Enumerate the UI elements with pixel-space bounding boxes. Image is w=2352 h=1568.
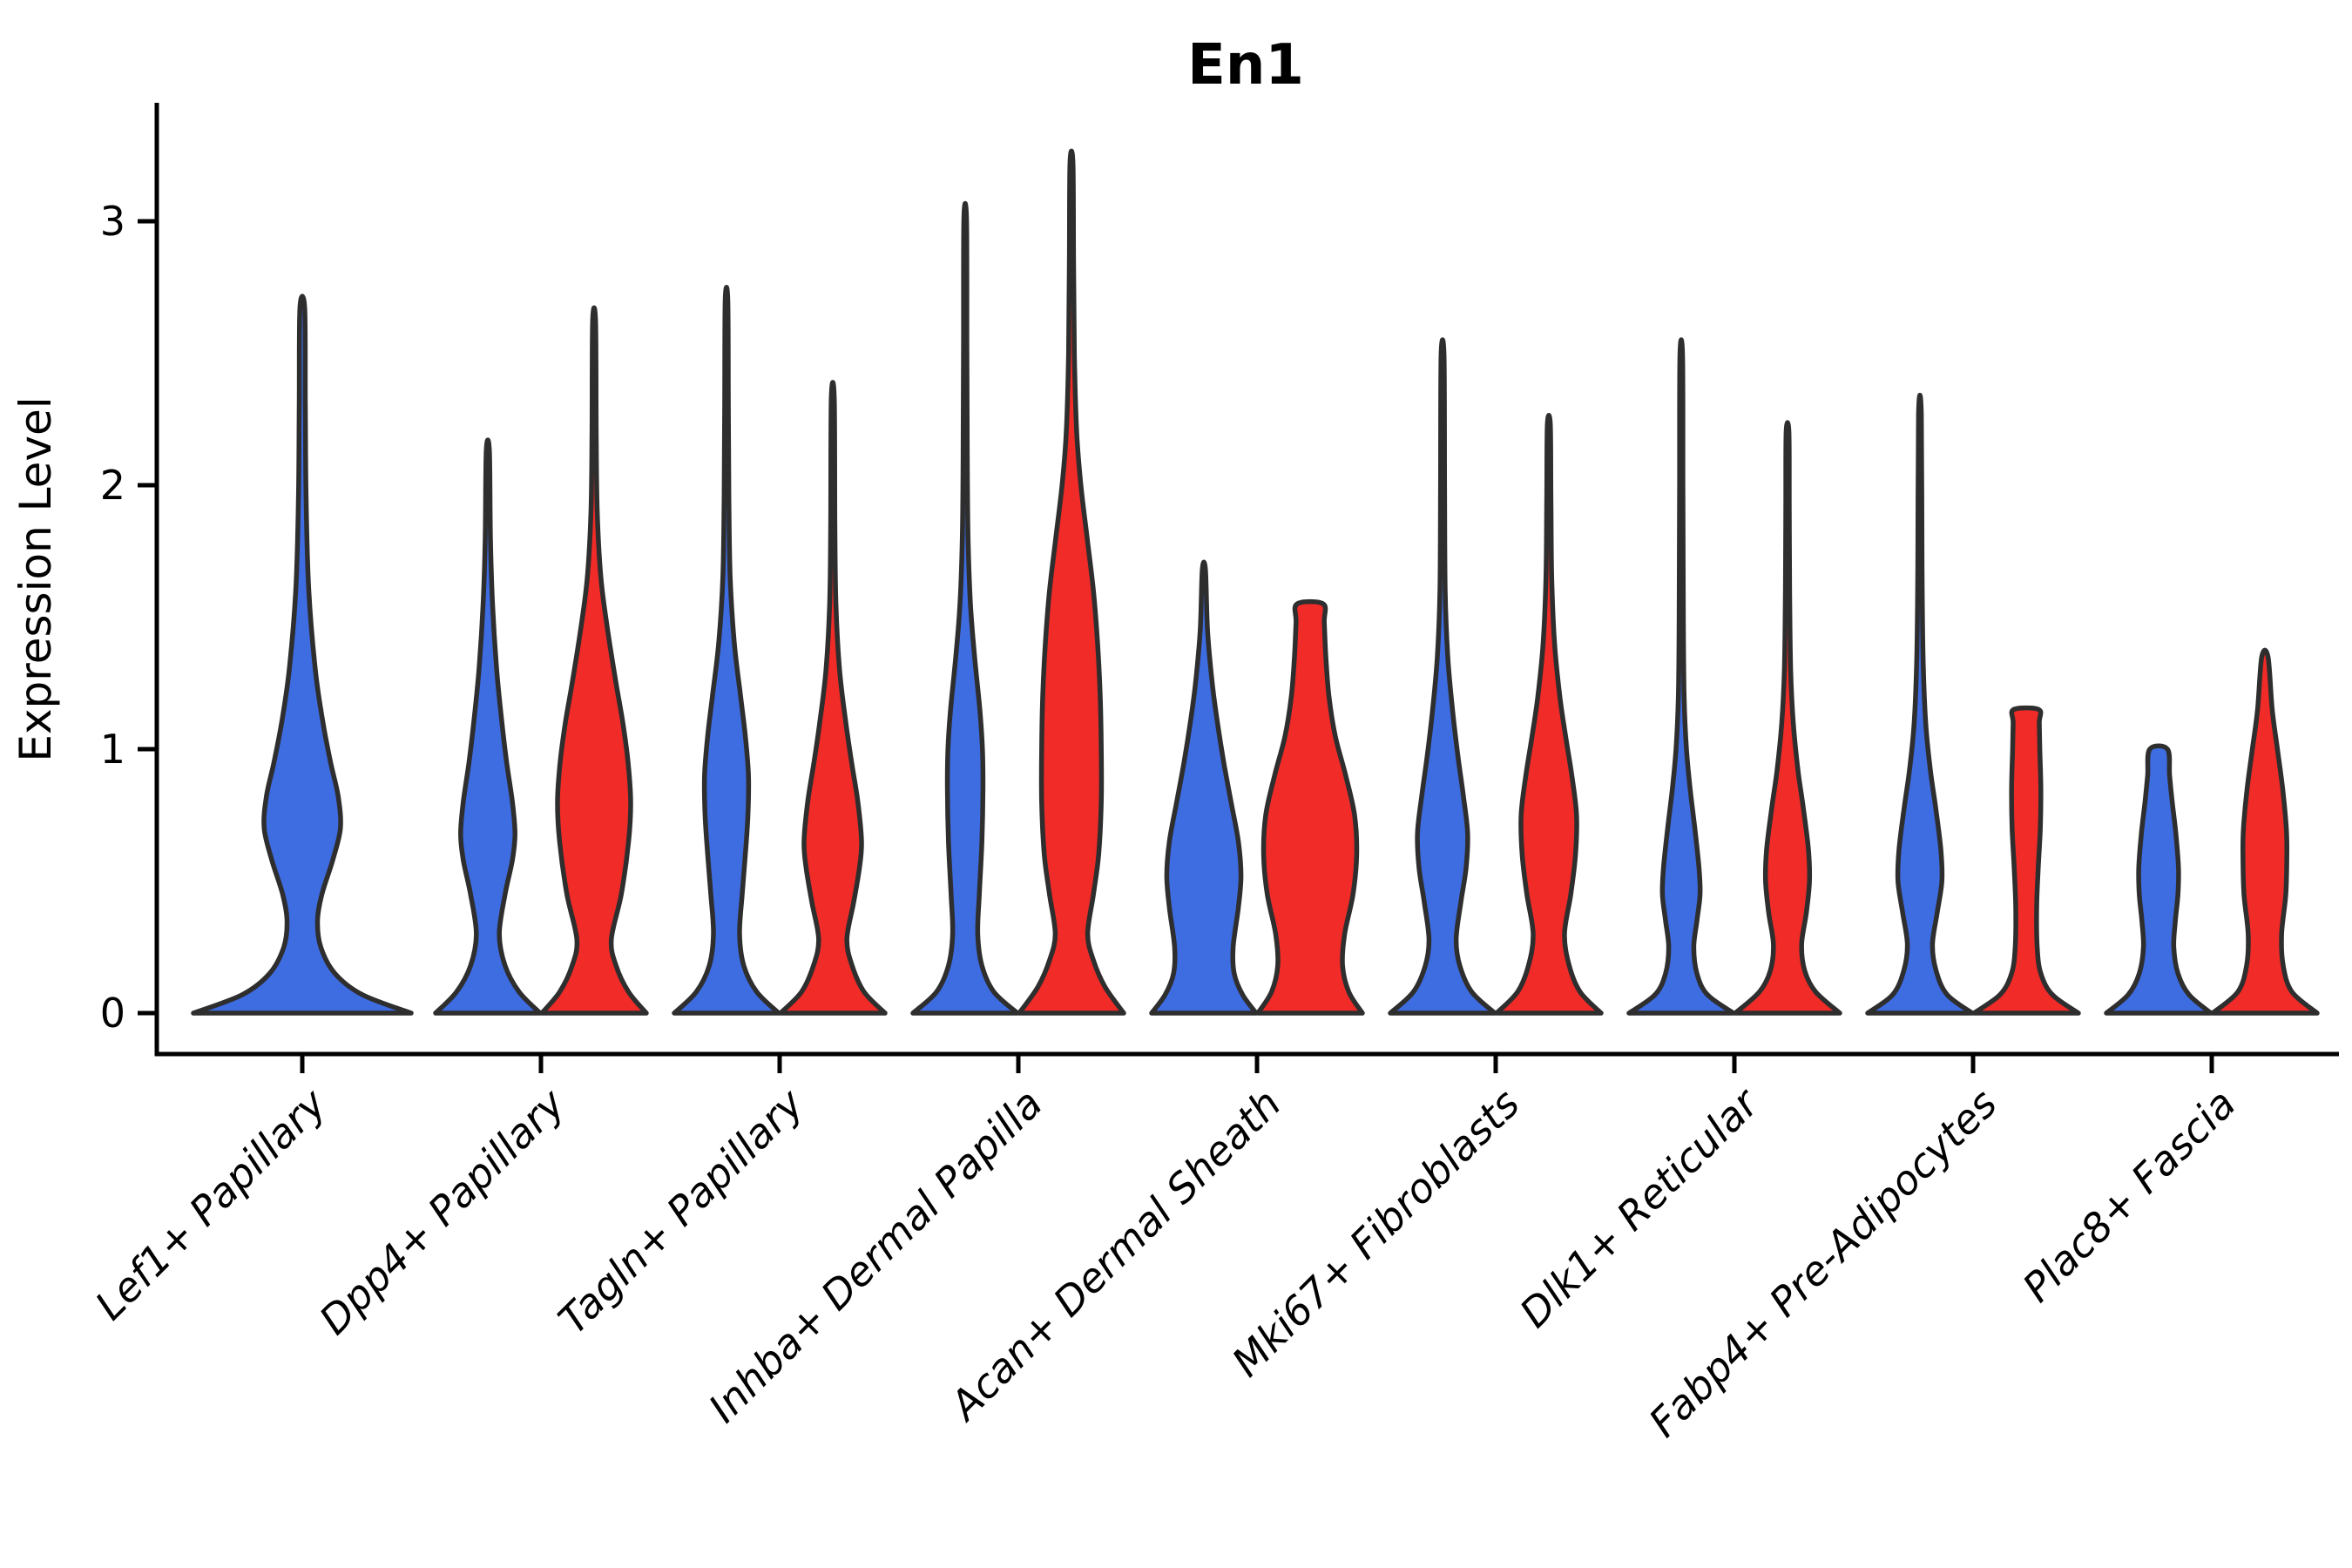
- violin-fabp4-pre-adipocytes-blue: [1865, 392, 1975, 1016]
- violin-mki67-fibroblasts-red: [1494, 412, 1604, 1016]
- violin-fabp4-pre-adipocytes-red: [1971, 705, 2081, 1016]
- violin-dlk1-reticular-blue: [1626, 337, 1736, 1016]
- x-tick-label-tagln-papillary: Tagln+ Papillary: [549, 1079, 813, 1343]
- violin-mki67-fibroblasts-blue: [1388, 337, 1497, 1016]
- violin-dlk1-reticular-red: [1733, 420, 1842, 1016]
- violin-lef1-papillary-blue: [191, 294, 414, 1016]
- x-tick-label-lef1-papillary: Lef1+ Papillary: [86, 1079, 335, 1328]
- y-tick-label: 0: [100, 990, 125, 1037]
- violin-dpp4-papillary-blue: [433, 437, 543, 1016]
- x-tick-label-dlk1-reticular: Dlk1+ Reticular: [1511, 1078, 1769, 1336]
- violin-acan-dermal-sheath-red: [1255, 598, 1365, 1016]
- y-tick-label: 3: [100, 198, 125, 245]
- violin-inhba-dermal-papilla-red: [1017, 148, 1126, 1016]
- chart-title: En1: [1187, 33, 1304, 98]
- x-tick-label-dpp4-papillary: Dpp4+ Papillary: [310, 1079, 574, 1343]
- violin-plac8-fascia-red: [2210, 647, 2320, 1016]
- violin-dpp4-papillary-red: [539, 305, 649, 1016]
- y-axis-label: Expression Level: [10, 396, 61, 761]
- violin-tagln-papillary-red: [778, 380, 888, 1016]
- violin-tagln-papillary-blue: [672, 285, 781, 1016]
- violin-inhba-dermal-papilla-blue: [910, 200, 1020, 1016]
- x-tick-label-plac8-fascia: Plac8+ Fascia: [2013, 1080, 2244, 1311]
- violin-plac8-fascia-blue: [2104, 743, 2213, 1016]
- violin-acan-dermal-sheath-blue: [1149, 559, 1259, 1016]
- y-tick-label: 1: [100, 726, 125, 773]
- y-tick-label: 2: [100, 462, 125, 509]
